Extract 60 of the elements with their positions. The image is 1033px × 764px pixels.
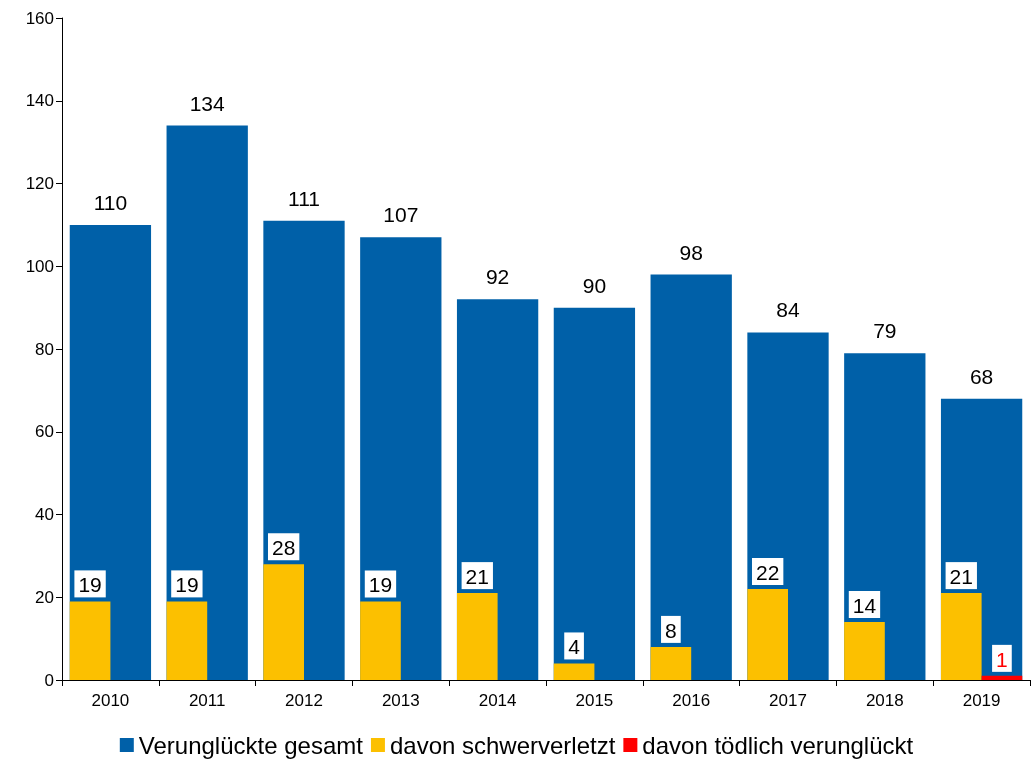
bar (69, 601, 111, 680)
x-tick-label: 2011 (188, 691, 226, 710)
y-tick-label: 40 (35, 505, 54, 524)
bar (844, 622, 885, 680)
y-tick-label: 60 (35, 422, 54, 442)
data-label: 92 (485, 265, 510, 289)
x-tick-label: 2015 (575, 691, 614, 710)
data-label: 21 (949, 565, 973, 589)
legend-label: Verunglückte gesamt (138, 731, 364, 759)
data-label: 90 (582, 273, 607, 297)
y-tick-label: 100 (25, 256, 54, 276)
data-label: 79 (873, 319, 897, 343)
x-tick-label: 2019 (962, 691, 1001, 710)
data-label: 19 (78, 573, 102, 597)
y-tick-label: 20 (35, 587, 54, 607)
data-label: 68 (969, 364, 994, 388)
data-label: 19 (175, 573, 199, 597)
bar (456, 593, 498, 680)
y-tick-label: 120 (25, 174, 54, 193)
data-label: 84 (776, 298, 800, 322)
legend-label: davon tödlich verunglückt (642, 731, 914, 759)
bar (166, 125, 248, 680)
bar (553, 307, 636, 680)
data-label: 134 (189, 91, 226, 115)
bar (69, 224, 152, 680)
data-label: 110 (93, 190, 128, 214)
data-label: 1 (996, 647, 1008, 671)
x-tick-label: 2013 (381, 691, 420, 710)
data-label: 4 (568, 635, 581, 659)
data-label: 107 (383, 203, 419, 227)
bar (360, 601, 401, 680)
x-tick-label: 2010 (91, 691, 130, 710)
x-tick-label: 2017 (769, 691, 807, 710)
data-label: 14 (852, 594, 877, 618)
y-tick-label: 80 (35, 339, 54, 359)
data-label: 28 (271, 536, 296, 560)
y-tick-label: 160 (25, 8, 54, 28)
bar (263, 564, 304, 680)
bar (166, 601, 208, 680)
x-tick-label: 2016 (672, 691, 711, 710)
data-label: 8 (665, 618, 677, 642)
bar (844, 353, 926, 680)
y-tick-label: 0 (44, 670, 54, 690)
bar (940, 593, 982, 680)
bar (650, 274, 732, 680)
bar (553, 663, 595, 680)
bar (360, 237, 442, 680)
bar (747, 588, 788, 680)
data-label: 22 (755, 560, 780, 584)
data-label: 98 (679, 240, 703, 264)
bar (650, 646, 692, 680)
x-tick-label: 2014 (478, 691, 517, 710)
data-label: 19 (368, 573, 393, 597)
y-tick-label: 140 (25, 91, 54, 111)
bar (981, 675, 1023, 680)
x-tick-label: 2018 (865, 691, 904, 710)
x-tick-label: 2012 (285, 691, 323, 710)
data-label: 111 (288, 186, 320, 210)
data-label: 21 (465, 565, 489, 589)
legend-label: davon schwerverletzt (389, 731, 616, 759)
